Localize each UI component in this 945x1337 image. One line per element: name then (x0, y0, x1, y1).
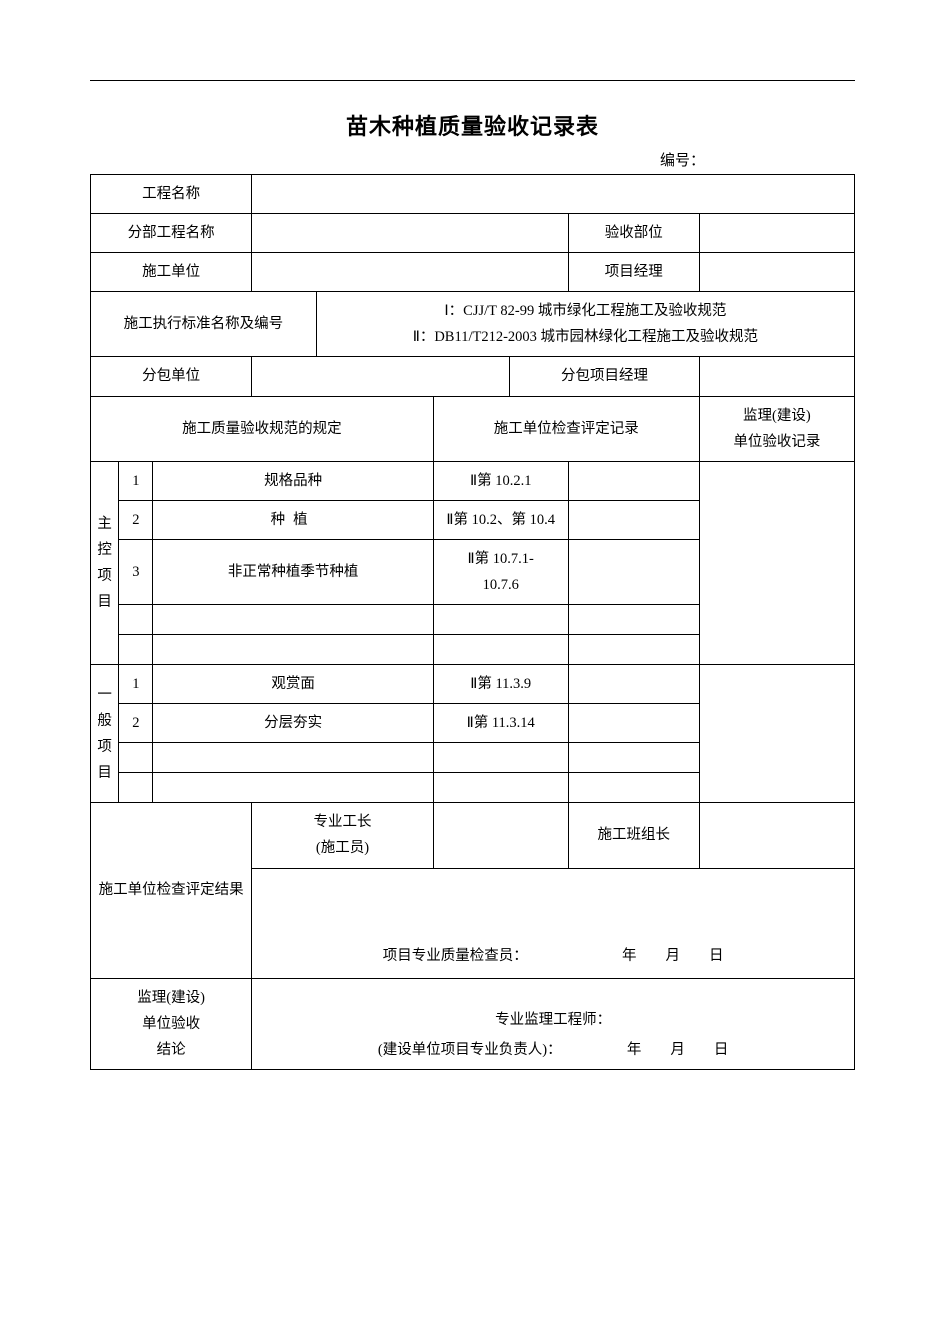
label-check-result: 施工单位检查评定结果 (91, 803, 252, 978)
cell-check (568, 605, 699, 635)
cell-supervise-main (699, 461, 854, 664)
table-row: 施工质量验收规范的规定 施工单位检查评定记录 监理(建设) 单位验收记录 (91, 396, 855, 461)
cell-item: 规格品种 (153, 461, 433, 500)
cell-item (153, 743, 433, 773)
acceptance-form: 工程名称 分部工程名称 验收部位 施工单位 项目经理 施工执行标准名称及编号 Ⅰ… (90, 174, 855, 1070)
table-row: 主控项目 1 规格品种 Ⅱ第 10.2.1 (91, 461, 855, 500)
label-subcontractor: 分包单位 (91, 357, 252, 396)
value-standard: Ⅰ：CJJ/T 82-99 城市绿化工程施工及验收规范 Ⅱ：DB11/T212-… (316, 292, 854, 357)
cell-no: 1 (119, 665, 153, 704)
cell-check (568, 461, 699, 500)
cell-check (568, 635, 699, 665)
supervise-sign-block: 专业监理工程师： (建设单位项目专业负责人)： 年 月 日 (252, 978, 855, 1069)
value-team-leader (699, 803, 854, 868)
cell-ref (433, 773, 568, 803)
cell-ref: Ⅱ第 10.2.1 (433, 461, 568, 500)
label-sub-pm: 分包项目经理 (510, 357, 699, 396)
table-row: 一般项目 1 观赏面 Ⅱ第 11.3.9 (91, 665, 855, 704)
cell-no (119, 743, 153, 773)
cell-no: 2 (119, 704, 153, 743)
value-acceptance-part (699, 214, 854, 253)
cell-no: 3 (119, 539, 153, 604)
label-supervise-conclusion: 监理(建设) 单位验收 结论 (91, 978, 252, 1069)
cell-item: 种植 (153, 500, 433, 539)
cell-ref: Ⅱ第 10.7.1- 10.7.6 (433, 539, 568, 604)
table-row: 施工执行标准名称及编号 Ⅰ：CJJ/T 82-99 城市绿化工程施工及验收规范 … (91, 292, 855, 357)
label-standard: 施工执行标准名称及编号 (91, 292, 317, 357)
cell-item (153, 605, 433, 635)
label-general-items: 一般项目 (91, 665, 119, 803)
cell-check (568, 704, 699, 743)
label-quality-spec: 施工质量验收规范的规定 (91, 396, 434, 461)
cell-ref: Ⅱ第 11.3.14 (433, 704, 568, 743)
engineer-line2: (建设单位项目专业负责人)： 年 月 日 (256, 1037, 850, 1063)
cell-no (119, 773, 153, 803)
label-project-manager: 项目经理 (568, 253, 699, 292)
serial-label: 编号： (90, 149, 855, 170)
cell-no (119, 635, 153, 665)
value-sub-pm (699, 357, 854, 396)
value-project-manager (699, 253, 854, 292)
cell-supervise-general (699, 665, 854, 803)
cell-no (119, 605, 153, 635)
cell-check (568, 539, 699, 604)
table-row: 分包单位 分包项目经理 (91, 357, 855, 396)
cell-item (153, 635, 433, 665)
label-main-items: 主控项目 (91, 461, 119, 664)
cell-no: 2 (119, 500, 153, 539)
value-subcontractor (252, 357, 510, 396)
label-supervise-record: 监理(建设) 单位验收记录 (699, 396, 854, 461)
quality-inspector-line: 项目专业质量检查员： 年 月 日 (252, 868, 855, 978)
table-row: 分部工程名称 验收部位 (91, 214, 855, 253)
table-row: 施工单位 项目经理 (91, 253, 855, 292)
cell-ref (433, 635, 568, 665)
cell-ref: Ⅱ第 11.3.9 (433, 665, 568, 704)
page-title: 苗木种植质量验收记录表 (90, 109, 855, 141)
value-sub-project (252, 214, 568, 253)
value-construction-unit (252, 253, 568, 292)
table-row: 施工单位检查评定结果 专业工长 (施工员) 施工班组长 (91, 803, 855, 868)
cell-no: 1 (119, 461, 153, 500)
cell-check (568, 773, 699, 803)
cell-ref: Ⅱ第 10.2、第 10.4 (433, 500, 568, 539)
cell-check (568, 500, 699, 539)
label-sub-project: 分部工程名称 (91, 214, 252, 253)
table-row: 监理(建设) 单位验收 结论 专业监理工程师： (建设单位项目专业负责人)： 年… (91, 978, 855, 1069)
cell-check (568, 743, 699, 773)
engineer-line1: 专业监理工程师： (256, 1007, 850, 1033)
label-check-record: 施工单位检查评定记录 (433, 396, 699, 461)
cell-ref (433, 743, 568, 773)
value-pro-foreman (433, 803, 568, 868)
label-team-leader: 施工班组长 (568, 803, 699, 868)
label-project-name: 工程名称 (91, 175, 252, 214)
cell-item (153, 773, 433, 803)
cell-item: 观赏面 (153, 665, 433, 704)
cell-item: 分层夯实 (153, 704, 433, 743)
value-project-name (252, 175, 855, 214)
top-rule (90, 80, 855, 81)
cell-ref (433, 605, 568, 635)
table-row: 工程名称 (91, 175, 855, 214)
cell-item: 非正常种植季节种植 (153, 539, 433, 604)
label-acceptance-part: 验收部位 (568, 214, 699, 253)
label-pro-foreman: 专业工长 (施工员) (252, 803, 433, 868)
cell-check (568, 665, 699, 704)
label-construction-unit: 施工单位 (91, 253, 252, 292)
